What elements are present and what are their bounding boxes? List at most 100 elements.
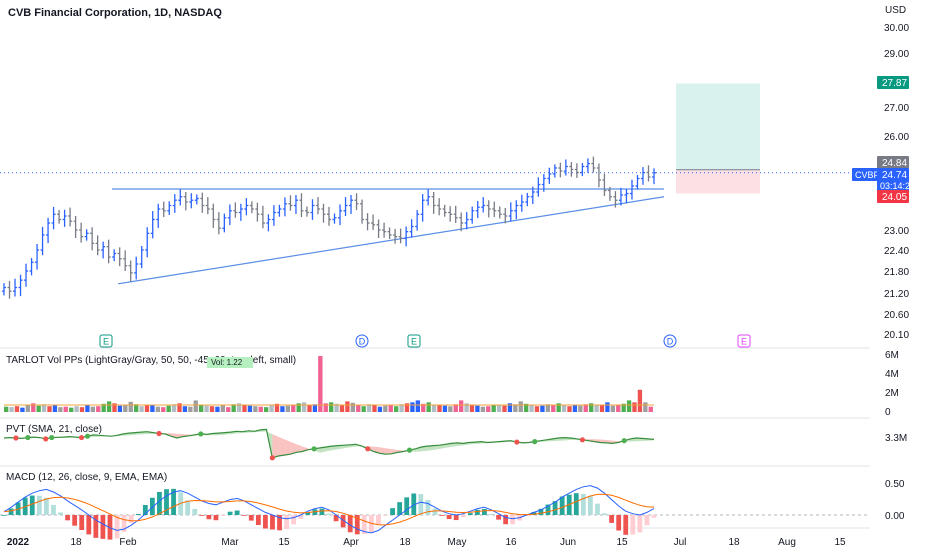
volume-bar bbox=[567, 406, 571, 412]
price-tick-label: 20.10 bbox=[884, 330, 909, 341]
pvt-cross-dot bbox=[365, 446, 370, 451]
macd-hist-bar bbox=[623, 515, 628, 535]
volume-bar bbox=[378, 407, 382, 412]
price-tick-label: 22.40 bbox=[884, 246, 909, 257]
macd-hist-bar bbox=[397, 502, 402, 515]
volume-bar bbox=[129, 402, 133, 412]
volume-bar bbox=[85, 405, 89, 412]
macd-title[interactable]: MACD (12, 26, close, 9, EMA, EMA) bbox=[6, 472, 167, 483]
ticker-badge[interactable]: CVBF bbox=[852, 168, 880, 181]
svg-text:E: E bbox=[103, 337, 109, 347]
price-tick-label: 27.00 bbox=[884, 103, 909, 114]
volume-bar bbox=[578, 406, 582, 412]
volume-bar bbox=[242, 405, 246, 412]
loss-zone[interactable] bbox=[676, 170, 760, 194]
svg-text:E: E bbox=[741, 337, 747, 347]
price-tick-label: 30.00 bbox=[884, 23, 909, 34]
earnings-marker[interactable]: E bbox=[100, 335, 112, 347]
volume-bar bbox=[259, 407, 263, 412]
time-axis-label: 15 bbox=[616, 537, 628, 548]
volume-bar bbox=[427, 402, 431, 412]
macd-hist-bar bbox=[256, 515, 261, 525]
volume-bar bbox=[286, 406, 290, 412]
volume-bar bbox=[53, 405, 57, 412]
volume-bar bbox=[215, 407, 219, 412]
volume-bar bbox=[627, 400, 631, 412]
volume-bar bbox=[107, 401, 111, 412]
macd-hist-bar bbox=[454, 515, 459, 520]
pvt-cross-dot bbox=[25, 435, 30, 440]
macd-hist-bar bbox=[482, 509, 487, 515]
pvt-value-label: 3.3M bbox=[885, 433, 907, 444]
volume-bar bbox=[616, 405, 620, 412]
volume-bar bbox=[632, 402, 636, 412]
time-axis-label: May bbox=[448, 537, 467, 548]
volume-bar bbox=[26, 405, 30, 412]
earnings-marker[interactable]: E bbox=[738, 335, 750, 347]
macd-hist-bar bbox=[2, 515, 7, 516]
volume-bar bbox=[394, 406, 398, 412]
volume-bar bbox=[459, 400, 463, 412]
volume-bar bbox=[291, 405, 295, 412]
pvt-cross-dot bbox=[13, 435, 18, 440]
volume-bar bbox=[519, 401, 523, 412]
macd-hist-bar bbox=[390, 508, 395, 515]
volume-bar bbox=[638, 390, 642, 412]
volume-bar bbox=[150, 405, 154, 412]
macd-hist-bar bbox=[115, 515, 120, 538]
time-axis-label: 18 bbox=[70, 537, 82, 548]
macd-hist-bar bbox=[72, 515, 77, 526]
macd-hist-bar bbox=[101, 515, 106, 539]
macd-hist-bar bbox=[270, 515, 275, 530]
volume-bar bbox=[307, 405, 311, 412]
volume-bar bbox=[145, 405, 149, 412]
volume-bar bbox=[58, 407, 62, 412]
svg-text:CVBF: CVBF bbox=[855, 170, 880, 180]
volume-bar bbox=[502, 406, 506, 412]
time-axis-label: Jun bbox=[560, 537, 576, 548]
dividend-marker[interactable]: D bbox=[356, 335, 368, 347]
macd-tick-label: 0.00 bbox=[885, 511, 905, 522]
volume-bar bbox=[497, 405, 501, 412]
profit-zone[interactable] bbox=[676, 84, 760, 170]
volume-bar bbox=[329, 402, 333, 412]
symbol-title[interactable]: CVB Financial Corporation, 1D, NASDAQ bbox=[8, 7, 222, 19]
time-axis-label: 15 bbox=[834, 537, 846, 548]
earnings-marker[interactable]: E bbox=[408, 335, 420, 347]
dividend-marker[interactable]: D bbox=[664, 335, 676, 347]
macd-hist-bar bbox=[433, 509, 438, 515]
pvt-cross-dot bbox=[198, 431, 203, 436]
macd-hist-bar bbox=[652, 515, 657, 518]
volume-bar bbox=[9, 407, 13, 412]
time-axis-label: 15 bbox=[278, 537, 290, 548]
volume-bar bbox=[410, 402, 414, 412]
pvt-fill-segment bbox=[272, 434, 278, 458]
currency-label: USD bbox=[885, 5, 906, 16]
volume-bar bbox=[416, 400, 420, 412]
macd-hist-bar bbox=[185, 500, 190, 515]
macd-hist-bar bbox=[426, 500, 431, 515]
volume-bar bbox=[486, 406, 490, 412]
volume-bar bbox=[649, 407, 653, 412]
volume-bar bbox=[389, 405, 393, 412]
volume-bar bbox=[161, 407, 165, 412]
volume-bar bbox=[4, 407, 8, 412]
pvt-cross-dot bbox=[622, 438, 627, 443]
time-axis-label: Jul bbox=[674, 537, 687, 548]
macd-hist-bar bbox=[192, 509, 197, 515]
volume-bar bbox=[594, 405, 598, 412]
svg-text:D: D bbox=[359, 337, 366, 347]
macd-hist-bar bbox=[86, 515, 91, 534]
volume-tick-label: 6M bbox=[885, 350, 899, 361]
time-axis-label: Aug bbox=[778, 537, 796, 548]
volume-bar bbox=[356, 405, 360, 412]
volume-bar bbox=[199, 405, 203, 412]
svg-text:E: E bbox=[411, 337, 417, 347]
macd-tick-label: 0.50 bbox=[885, 479, 905, 490]
pvt-title[interactable]: PVT (SMA, 21, close) bbox=[6, 424, 102, 435]
macd-hist-bar bbox=[496, 515, 501, 520]
macd-hist-bar bbox=[440, 515, 445, 516]
